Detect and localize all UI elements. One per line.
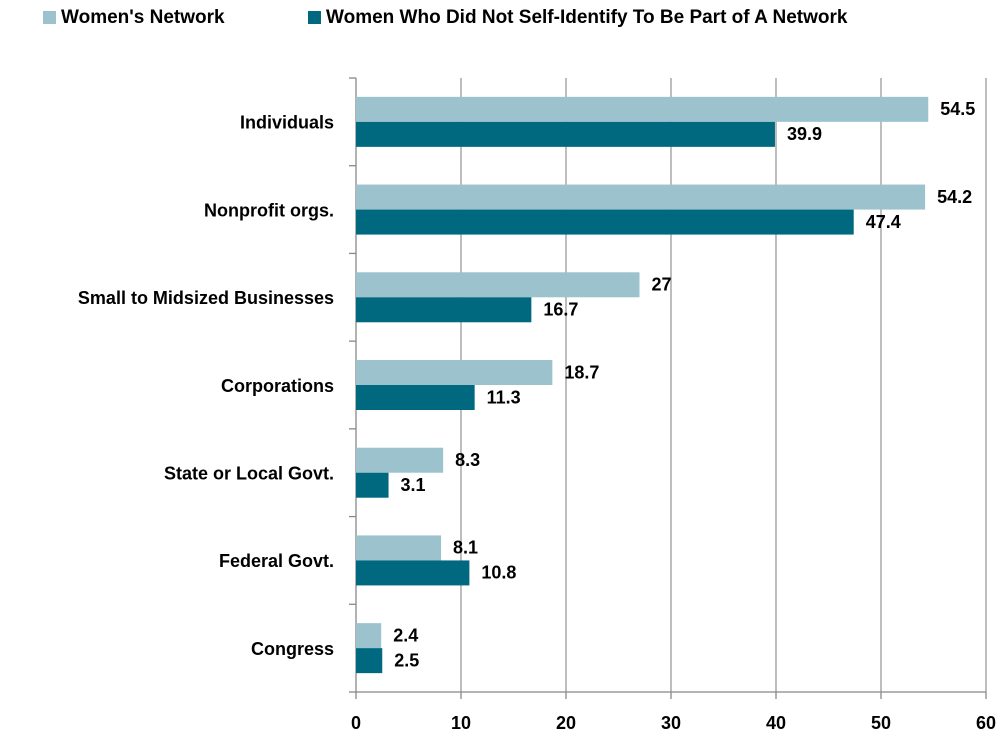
bar <box>356 648 383 674</box>
value-label: 54.2 <box>937 187 972 207</box>
y-tick-label: Individuals <box>240 113 334 133</box>
value-label: 8.3 <box>455 450 480 470</box>
value-label: 54.5 <box>940 99 975 119</box>
value-label: 47.4 <box>866 212 901 232</box>
bar <box>356 623 382 649</box>
y-tick-label: Corporations <box>221 376 334 396</box>
x-tick-label: 10 <box>451 713 471 733</box>
bar <box>356 121 775 147</box>
bar <box>356 209 854 235</box>
y-tick-label: State or Local Govt. <box>164 463 334 483</box>
value-label: 3.1 <box>401 475 426 495</box>
x-tick-label: 20 <box>556 713 576 733</box>
value-label: 27 <box>652 275 672 295</box>
value-label: 16.7 <box>543 300 578 320</box>
bar <box>356 535 442 561</box>
bar <box>356 360 553 385</box>
x-tick-label: 50 <box>871 713 891 733</box>
value-label: 10.8 <box>481 563 516 583</box>
y-tick-label: Small to Midsized Businesses <box>78 288 334 308</box>
value-label: 18.7 <box>564 362 599 382</box>
bar <box>356 96 929 122</box>
bar <box>356 472 389 498</box>
bar <box>356 272 640 298</box>
legend-swatch <box>43 11 56 24</box>
value-label: 2.5 <box>394 650 419 670</box>
legend-label: Women's Network <box>61 7 225 28</box>
bar <box>356 184 926 210</box>
value-label: 11.3 <box>487 387 521 407</box>
x-tick-label: 60 <box>976 713 996 733</box>
y-tick-label: Congress <box>251 639 334 659</box>
x-tick-label: 30 <box>661 713 681 733</box>
y-tick-label: Federal Govt. <box>219 551 334 571</box>
bar <box>356 560 470 586</box>
legend-swatch <box>308 11 321 24</box>
bar <box>356 297 532 323</box>
legend-label: Women Who Did Not Self-Identify To Be Pa… <box>326 7 848 28</box>
value-label: 8.1 <box>453 538 478 558</box>
x-tick-label: 0 <box>351 713 361 733</box>
x-tick-label: 40 <box>766 713 786 733</box>
bar <box>356 385 475 410</box>
value-label: 39.9 <box>787 124 822 144</box>
y-tick-label: Nonprofit orgs. <box>204 200 334 220</box>
bar <box>356 447 444 473</box>
value-label: 2.4 <box>393 625 418 645</box>
